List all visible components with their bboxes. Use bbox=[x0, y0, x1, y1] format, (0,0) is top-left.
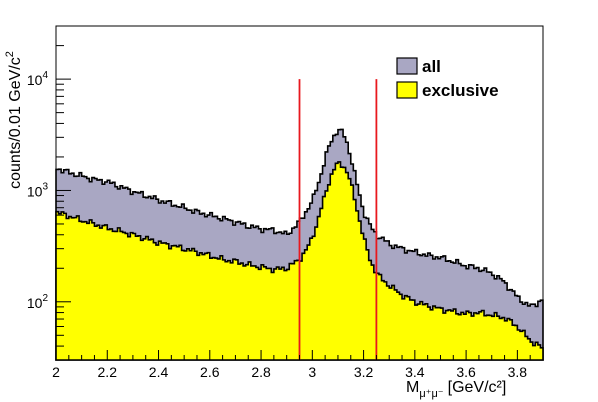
x-tick-label: 2.4 bbox=[149, 364, 169, 380]
boundary-lines bbox=[298, 79, 378, 360]
x-axis-title: Mμ⁺μ⁻ [GeV/c²] bbox=[406, 379, 506, 400]
x-tick-label: 3.8 bbox=[508, 364, 528, 380]
legend: all exclusive bbox=[396, 57, 499, 100]
x-tick-label: 2 bbox=[52, 364, 60, 380]
axis-labels: counts/0.01 GeV/c2 Mμ⁺μ⁻ [GeV/c²] bbox=[4, 51, 506, 400]
y-tick-label: 102 bbox=[27, 293, 49, 311]
x-tick-label: 2.2 bbox=[98, 364, 118, 380]
x-tick-label: 3 bbox=[308, 364, 316, 380]
legend-swatch-exclusive bbox=[396, 81, 418, 99]
axes: 2 2.2 2.4 2.6 2.8 3 3.2 3.4 3.6 3.8 102 103 104 bbox=[27, 25, 544, 380]
legend-label-exclusive: exclusive bbox=[422, 81, 499, 100]
y-tick-label: 104 bbox=[27, 70, 49, 88]
x-tick-label: 2.6 bbox=[200, 364, 220, 380]
y-tick-label: 103 bbox=[27, 181, 49, 199]
y-axis-title: counts/0.01 GeV/c2 bbox=[4, 51, 24, 189]
x-tick-label: 3.4 bbox=[405, 364, 425, 380]
x-tick-label: 3.6 bbox=[456, 364, 476, 380]
x-tick-label: 3.2 bbox=[354, 364, 374, 380]
x-tick-label: 2.8 bbox=[251, 364, 271, 380]
legend-label-all: all bbox=[422, 57, 441, 76]
legend-swatch-all bbox=[396, 57, 418, 75]
